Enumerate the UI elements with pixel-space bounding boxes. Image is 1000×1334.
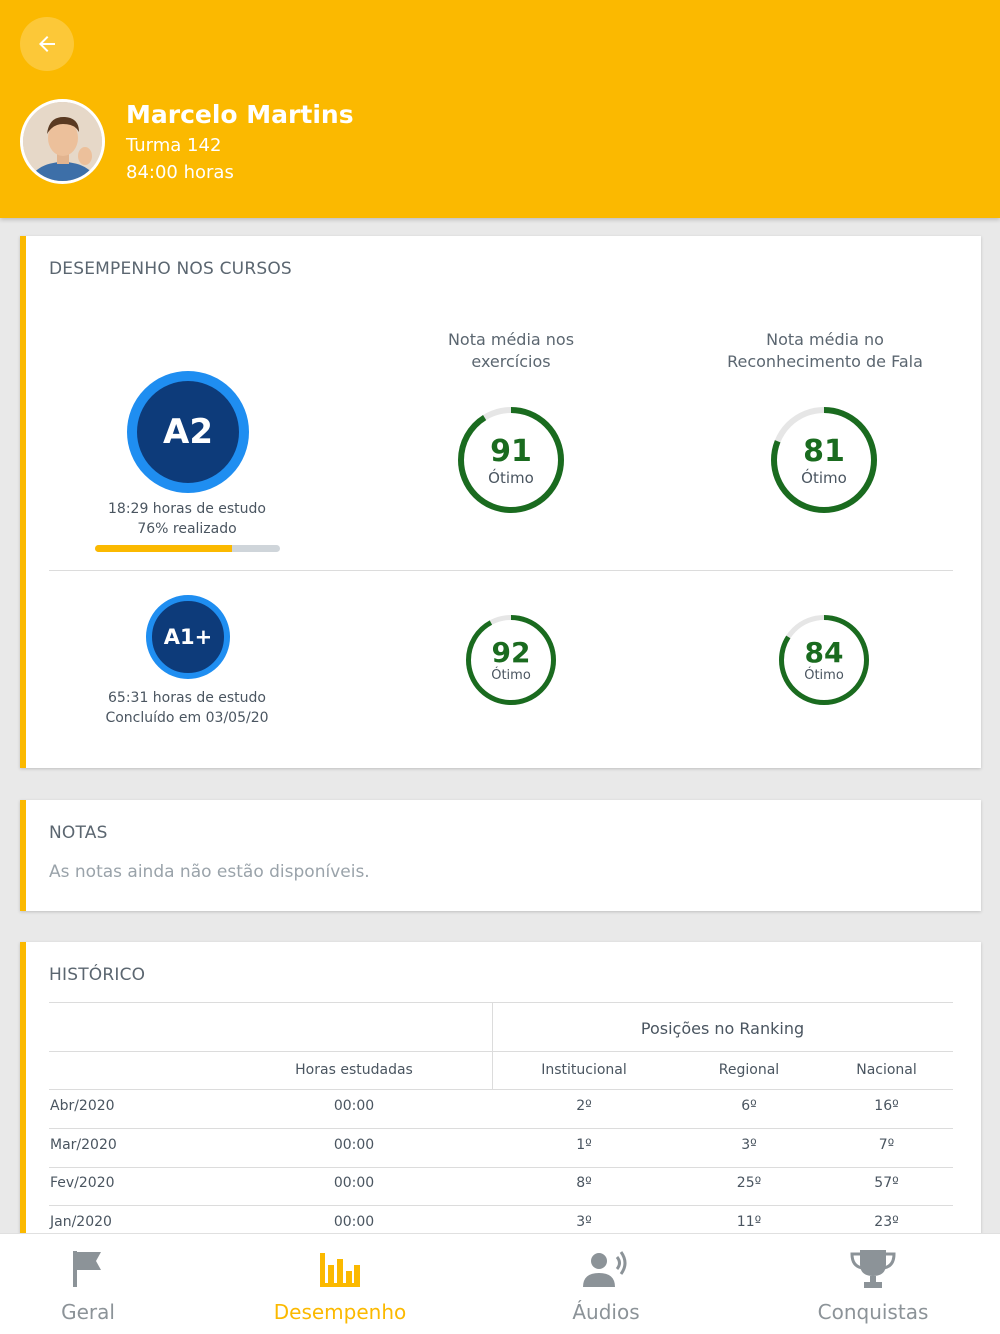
speaking-person-icon: [583, 1251, 627, 1287]
exercise-rating-a2: Ótimo: [488, 469, 534, 487]
row-institutional: 8º: [576, 1175, 592, 1191]
col-institutional: Institucional: [541, 1062, 627, 1078]
nav-label-geral: Geral: [61, 1300, 115, 1324]
ranking-header: Posições no Ranking: [640, 1019, 805, 1038]
row-national: 16º: [874, 1098, 899, 1114]
speech-rating-a2: Ótimo: [801, 469, 847, 487]
trophy-icon: [850, 1250, 896, 1288]
col-national: Nacional: [856, 1062, 917, 1078]
row-regional: 6º: [741, 1098, 757, 1114]
history-title: HISTÓRICO: [49, 965, 146, 985]
performance-title: DESEMPENHO NOS CURSOS: [49, 259, 292, 279]
row-regional: 3º: [741, 1136, 757, 1153]
course-a2-progress-fill: [95, 545, 232, 552]
speech-score-a1plus: 84: [804, 636, 844, 669]
flag-icon: [73, 1251, 101, 1287]
row-regional: 25º: [736, 1175, 762, 1191]
row-month: Fev/2020: [50, 1175, 115, 1191]
exercises-column-header: Nota média nos exercícios: [447, 330, 575, 371]
nav-label-conquistas: Conquistas: [817, 1300, 929, 1324]
row-month: Mar/2020: [50, 1136, 117, 1153]
speech-score-a2: 81: [803, 434, 845, 469]
row-national: 57º: [874, 1175, 899, 1191]
bar-chart-icon: [320, 1253, 360, 1287]
row-hours: 00:00: [333, 1136, 375, 1153]
notes-title: NOTAS: [49, 823, 108, 843]
nav-label-desempenho: Desempenho: [273, 1300, 407, 1324]
nav-tab-geral[interactable]: Geral: [20, 1234, 156, 1334]
exercise-score-a2: 91: [490, 434, 532, 469]
course-a2-hours: 18:29 horas de estudo: [108, 501, 266, 517]
score-arc: [779, 615, 869, 705]
course-a1plus-hours: 65:31 horas de estudo: [108, 690, 266, 706]
course-divider: [49, 570, 953, 571]
row-hours: 00:00: [333, 1098, 375, 1114]
exercise-rating-a1plus: Ótimo: [491, 668, 531, 683]
user-name: Marcelo Martins: [126, 100, 354, 129]
col-hours: Horas estudadas: [295, 1062, 413, 1078]
row-institutional: 1º: [576, 1136, 592, 1153]
exercise-score-ring-a2: 91 Ótimo: [457, 406, 565, 514]
row-hours: 00:00: [333, 1213, 375, 1230]
profile-header: Marcelo Martins Turma 142 84:00 horas: [0, 0, 1000, 218]
nav-tab-audios[interactable]: Áudios: [546, 1234, 666, 1334]
nav-label-audios: Áudios: [572, 1300, 640, 1324]
row-national: 23º: [874, 1213, 899, 1230]
col-regional: Regional: [718, 1062, 780, 1078]
avatar: [20, 99, 105, 184]
nav-tab-desempenho[interactable]: Desempenho: [260, 1234, 420, 1334]
history-card: HISTÓRICO Posições no Ranking Horas estu…: [20, 942, 981, 1242]
row-national: 7º: [878, 1136, 895, 1153]
speech-rating-a1plus: Ótimo: [804, 668, 844, 683]
user-hours: 84:00 horas: [126, 162, 234, 183]
speech-score-ring-a1plus: 84 Ótimo: [778, 614, 870, 706]
notes-card: NOTAS As notas ainda não estão disponíve…: [20, 800, 981, 911]
course-a2-progress-bar: [95, 545, 280, 552]
score-arc: [466, 615, 556, 705]
notes-empty-message: As notas ainda não estão disponíveis.: [49, 862, 370, 882]
row-institutional: 3º: [576, 1213, 592, 1230]
speech-column-header: Nota média no Reconhecimento de Fala: [727, 330, 923, 371]
level-badge-a1plus[interactable]: A1+: [146, 595, 230, 679]
row-month: Abr/2020: [50, 1098, 115, 1114]
score-arc: [771, 407, 877, 513]
row-regional: 11º: [736, 1213, 762, 1230]
bottom-navigation: Geral Desempenho Áudios: [0, 1233, 1000, 1334]
course-a2-status: 76% realizado: [137, 521, 237, 537]
row-hours: 00:00: [333, 1175, 375, 1191]
row-institutional: 2º: [576, 1098, 592, 1114]
user-class: Turma 142: [126, 135, 222, 156]
speech-score-ring-a2: 81 Ótimo: [770, 406, 878, 514]
performance-card: DESEMPENHO NOS CURSOS Nota média nos exe…: [20, 236, 981, 768]
back-button[interactable]: [20, 17, 74, 71]
exercise-score-a1plus: 92: [491, 636, 531, 669]
course-a1plus-status: Concluído em 03/05/20: [105, 710, 269, 726]
score-arc: [458, 407, 564, 513]
row-month: Jan/2020: [50, 1213, 112, 1230]
exercise-score-ring-a1plus: 92 Ótimo: [465, 614, 557, 706]
nav-tab-conquistas[interactable]: Conquistas: [800, 1234, 946, 1334]
arrow-left-icon: [39, 36, 55, 52]
level-badge-a2[interactable]: A2: [127, 371, 249, 493]
